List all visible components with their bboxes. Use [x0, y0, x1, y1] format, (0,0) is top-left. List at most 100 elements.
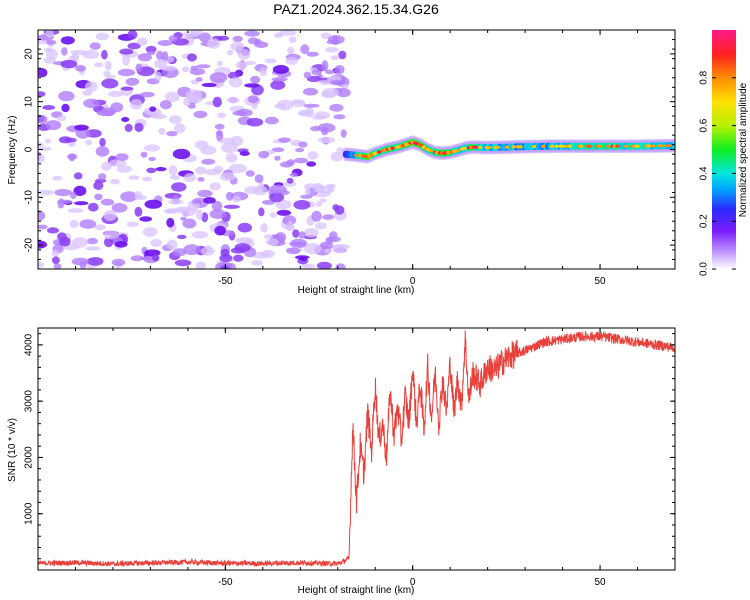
noise-blob: [161, 51, 169, 61]
noise-blob: [244, 30, 260, 37]
noise-blob: [111, 203, 128, 213]
noise-blob: [235, 61, 248, 70]
noise-blob: [124, 123, 133, 132]
noise-blob: [298, 141, 308, 148]
noise-blob: [169, 115, 182, 124]
noise-blob: [168, 165, 178, 176]
noise-blob: [174, 259, 192, 267]
ridge-core: [486, 145, 492, 150]
noise-blob: [303, 71, 312, 79]
noise-blob: [287, 46, 295, 55]
noise-blob: [79, 219, 97, 229]
noise-blob: [332, 204, 340, 211]
ridge-core: [662, 144, 667, 148]
noise-blob: [142, 176, 153, 182]
noise-blob: [158, 127, 166, 135]
noise-blob: [160, 100, 172, 110]
noise-blob: [51, 249, 60, 257]
noise-blob: [60, 59, 78, 69]
snr-plot-area: [38, 328, 675, 570]
noise-blob: [232, 195, 241, 203]
noise-blob: [325, 47, 339, 53]
noise-blob: [146, 167, 157, 174]
noise-blob: [183, 97, 191, 107]
ridge-core: [549, 144, 555, 148]
noise-blob: [314, 111, 331, 119]
y-tick-label: -10: [24, 190, 35, 205]
y-tick-label: 0: [24, 146, 35, 152]
noise-blob: [88, 202, 99, 212]
noise-blob: [214, 123, 225, 130]
snr-series-layer: [38, 330, 675, 568]
noise-blob: [137, 37, 148, 46]
noise-blob: [38, 224, 48, 230]
noise-blob: [214, 225, 226, 236]
ridge-core: [567, 144, 573, 148]
noise-blob: [340, 83, 349, 90]
noise-blob: [333, 114, 346, 120]
ridge-core: [390, 146, 395, 150]
noise-blob: [38, 68, 48, 78]
noise-blob: [321, 87, 340, 97]
noise-blob: [120, 191, 138, 202]
x-tick-label: -50: [218, 577, 233, 588]
noise-blob: [303, 103, 320, 108]
noise-blob: [213, 165, 224, 173]
noise-blob: [38, 142, 45, 147]
ridge-core: [615, 144, 620, 148]
colorbar-tick-label: 0.4: [699, 166, 710, 180]
noise-blob: [209, 182, 221, 191]
noise-blob: [74, 124, 89, 131]
noise-blob: [117, 68, 136, 77]
noise-blob: [57, 115, 67, 121]
noise-blob: [182, 218, 197, 229]
y-tick-label: 3000: [24, 390, 35, 413]
ridge-core: [354, 153, 359, 157]
noise-blob: [316, 261, 332, 269]
noise-blob: [58, 91, 75, 102]
x-tick-label: 50: [594, 276, 606, 287]
ridge-core: [540, 144, 546, 148]
noise-blob: [246, 117, 264, 127]
ridge-core: [657, 144, 663, 148]
noise-blob: [336, 88, 351, 98]
snr-panel: -50 0 50 1000 2000 3000 4000 Height of straigh…: [7, 327, 676, 596]
snr-frame: [37, 327, 676, 571]
noise-blob: [82, 89, 93, 96]
noise-blob: [95, 146, 110, 157]
noise-blob: [306, 75, 322, 83]
noise-blob: [170, 175, 181, 180]
colorbar-gradient: [712, 30, 736, 269]
noise-blob: [264, 116, 279, 125]
noise-blob: [98, 173, 107, 181]
noise-blob: [171, 182, 187, 192]
noise-blob: [225, 191, 234, 201]
noise-blob: [237, 48, 251, 60]
noise-blob: [165, 91, 180, 103]
noise-blob: [85, 246, 101, 251]
noise-blob: [324, 248, 332, 254]
spectrogram-ridge-layer: [342, 135, 675, 164]
noise-blob: [326, 39, 339, 45]
colorbar-ticks: 0.0 0.2 0.4 0.6 0.8: [699, 70, 736, 276]
noise-blob: [278, 137, 291, 143]
noise-blob: [254, 174, 264, 184]
noise-blob: [94, 224, 107, 231]
noise-blob: [103, 230, 120, 240]
noise-blob: [259, 67, 268, 77]
noise-blob: [101, 49, 108, 60]
noise-blob: [101, 161, 112, 171]
noise-blob: [122, 54, 130, 66]
noise-blob: [103, 70, 111, 77]
noise-blob: [340, 129, 347, 138]
noise-blob: [166, 217, 175, 228]
ridge-core: [462, 146, 467, 150]
noise-blob: [108, 91, 124, 97]
ridge-core: [561, 144, 566, 148]
noise-blob: [247, 95, 259, 104]
noise-blob: [332, 244, 346, 254]
noise-blob: [325, 237, 334, 245]
noise-blob: [71, 237, 89, 248]
noise-blob: [105, 60, 112, 71]
ridge-core: [455, 148, 460, 153]
